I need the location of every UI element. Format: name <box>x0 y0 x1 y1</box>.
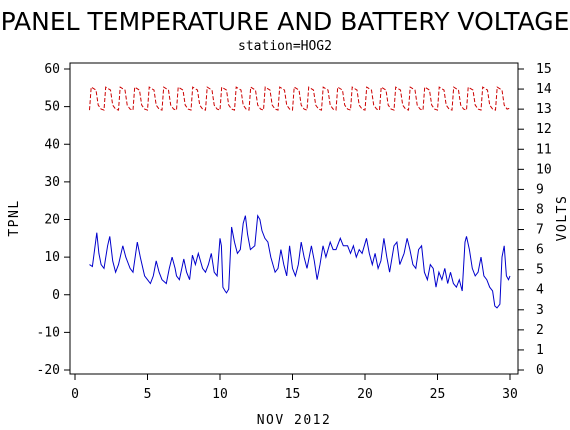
y-left-tick-label: -20 <box>37 363 60 378</box>
plot-frame <box>69 62 519 375</box>
y-axis-left-label: TPNL <box>7 199 22 236</box>
x-tick-label: 15 <box>285 387 301 402</box>
y-right-tick-label: 12 <box>536 122 552 137</box>
series-line-tpnl <box>89 214 511 309</box>
y-right-tick-label: 13 <box>536 102 552 117</box>
y-right-tick-label: 14 <box>536 82 552 97</box>
y-right-tick-label: 6 <box>536 243 544 258</box>
y-right-tick-label: 2 <box>536 323 544 338</box>
y-left-tick-label: 20 <box>44 213 60 228</box>
y-axis-left: -20 -10 0 10 20 30 40 50 60 <box>37 62 70 378</box>
y-left-tick-label: 40 <box>44 137 60 152</box>
y-right-tick-label: 5 <box>536 263 544 278</box>
chart-title: PANEL TEMPERATURE AND BATTERY VOLTAGE <box>1 7 570 36</box>
y-left-tick-label: 30 <box>44 175 60 190</box>
y-axis-right-label: VOLTS <box>555 195 570 242</box>
x-tick-label: 25 <box>430 387 446 402</box>
chart-subtitle: station=HOG2 <box>238 39 332 54</box>
y-right-tick-label: 1 <box>536 343 544 358</box>
x-tick-label: 5 <box>144 387 152 402</box>
y-right-tick-label: 11 <box>536 142 552 157</box>
y-left-tick-label: 10 <box>44 250 60 265</box>
y-left-tick-label: 60 <box>44 62 60 77</box>
x-tick-label: 20 <box>357 387 373 402</box>
series-layer <box>89 86 511 309</box>
x-axis-label: NOV 2012 <box>257 413 332 428</box>
x-tick-label: 0 <box>71 387 79 402</box>
y-right-tick-label: 0 <box>536 363 544 378</box>
y-right-tick-label: 10 <box>536 162 552 177</box>
y-right-tick-label: 15 <box>536 62 552 77</box>
y-right-tick-label: 7 <box>536 223 544 238</box>
y-left-tick-label: 0 <box>52 288 60 303</box>
y-right-tick-label: 9 <box>536 182 544 197</box>
y-left-tick-label: -10 <box>37 325 60 340</box>
y-right-tick-label: 8 <box>536 202 544 217</box>
x-tick-label: 30 <box>502 387 518 402</box>
series-line-volts <box>89 86 511 111</box>
y-right-tick-label: 3 <box>536 303 544 318</box>
x-axis: 0 5 10 15 20 25 30 <box>71 374 518 402</box>
y-right-tick-label: 4 <box>536 283 544 298</box>
x-tick-label: 10 <box>212 387 228 402</box>
y-left-tick-label: 50 <box>44 100 60 115</box>
